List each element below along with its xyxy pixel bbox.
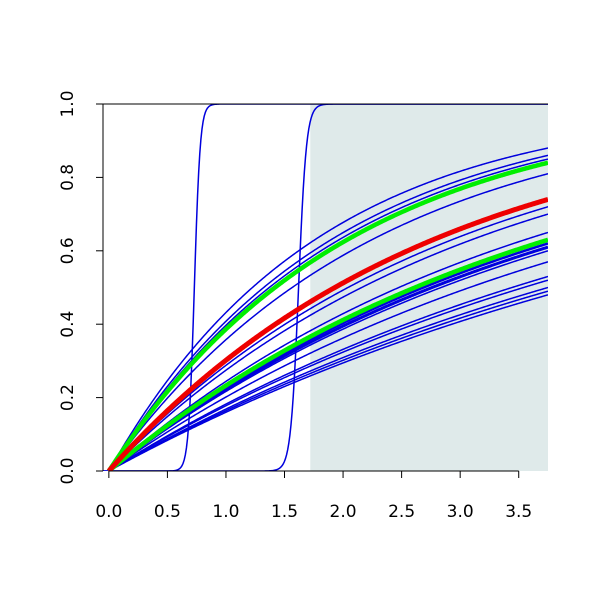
series-line-9 <box>108 231 548 471</box>
y-tick-label: 0.0 <box>58 457 78 484</box>
x-tick-label: 2.0 <box>330 502 357 522</box>
series-line-19 <box>106 160 548 471</box>
axes-layer: 0.0 0.5 1.0 1.5 2.0 2.5 3.0 3.5 0.0 0.2 0.4 0.6 0.8 1… <box>58 90 548 522</box>
series-line-12 <box>108 250 548 471</box>
series-line-18 <box>108 294 548 471</box>
series-line-3 <box>108 147 548 471</box>
series-line-6 <box>108 173 548 471</box>
y-tick-label: 0.2 <box>58 384 78 411</box>
x-tick-label: 0.0 <box>95 502 122 522</box>
series-line-13 <box>108 261 548 471</box>
x-tick-label: 2.5 <box>388 502 415 522</box>
x-tick-label: 1.0 <box>212 502 239 522</box>
x-tick-label: 3.5 <box>505 502 532 522</box>
series-line-14 <box>108 275 548 471</box>
y-tick-label: 0.4 <box>58 311 78 338</box>
x-tick-label: 0.5 <box>154 502 181 522</box>
y-tick-label: 1.0 <box>58 90 78 117</box>
series-layer <box>103 104 548 471</box>
x-tick-label: 1.5 <box>271 502 298 522</box>
y-tick-label: 0.6 <box>58 237 78 264</box>
series-line-20 <box>107 237 548 471</box>
series-line-4 <box>108 154 548 471</box>
series-line-8 <box>108 213 548 471</box>
series-line-21 <box>106 197 548 471</box>
series-line-1 <box>103 104 548 471</box>
series-line-15 <box>108 279 548 471</box>
y-tick-label: 0.8 <box>58 164 78 191</box>
series-line-16 <box>108 286 548 471</box>
x-tick-label: 3.0 <box>447 502 474 522</box>
series-line-7 <box>108 206 548 471</box>
series-line-17 <box>108 290 548 471</box>
